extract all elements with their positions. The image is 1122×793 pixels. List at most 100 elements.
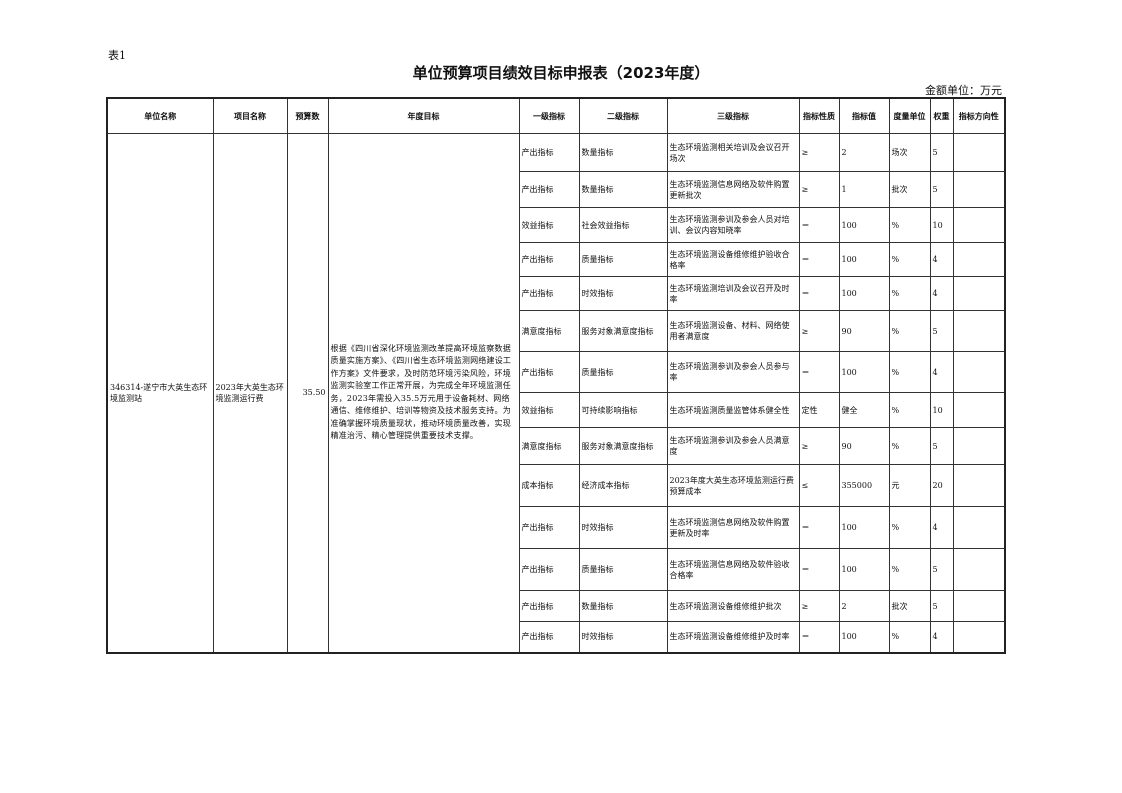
indicator-direction-cell — [952, 506, 1006, 549]
table-row: 产出指标 数量指标 生态环境监测信息网络及软件购置更新批次 ≥1 批次 5 — [107, 171, 1006, 208]
level2-indicator-cell: 质量指标 — [578, 351, 668, 393]
table-number: 表1 — [108, 49, 126, 62]
table-row: 产出指标 时效指标 生态环境监测设备维修维护及时率＝ 100% 4 — [107, 621, 1006, 653]
measure-unit-cell: % — [888, 242, 931, 277]
performance-table: 单位名称 项目名称 预算数 年度目标 一级指标 二级指标 三级指标 指标性质 指标值 度量单位 权重… — [106, 97, 1006, 654]
measure-unit-cell: % — [888, 548, 931, 591]
indicator-nature-cell: ＝ — [798, 548, 840, 591]
table-row: 346314-遂宁市大英生态环境监测站 2023年大英生态环境监测运行费 35.50… — [106, 133, 1006, 653]
level1-indicator-cell: 产出指标 — [518, 506, 580, 549]
indicator-direction-cell — [952, 590, 1006, 622]
level2-indicator-cell: 数量指标 — [578, 590, 668, 622]
indicator-value-cell: 90 — [838, 427, 890, 465]
level2-indicator-cell: 社会效益指标 — [578, 207, 668, 243]
table-row: 产出指标 时效指标 生态环境监测信息网络及软件购置更新及时率＝ 100% 4 — [107, 506, 1006, 549]
weight-cell: 5 — [929, 590, 954, 622]
indicator-nature-cell: ≥ — [798, 310, 840, 352]
table-row: 效益指标 社会效益指标 生态环境监测参训及参会人员对培训、会议内容知晓率＝ 100% 1… — [107, 207, 1006, 243]
indicator-nature-cell: ≤ — [798, 464, 840, 507]
indicator-direction-cell — [952, 171, 1006, 208]
level1-indicator-cell: 产出指标 — [518, 171, 580, 208]
level3-indicator-cell: 生态环境监测参训及参会人员对培训、会议内容知晓率 — [666, 207, 800, 243]
indicator-nature-cell: ＝ — [798, 207, 840, 243]
measure-unit-cell: % — [888, 310, 931, 352]
budget-cell: 35.50 — [286, 133, 329, 653]
measure-unit-cell: % — [888, 621, 931, 653]
unit-name-cell: 346314-遂宁市大英生态环境监测站 — [106, 133, 214, 653]
level2-indicator-cell: 时效指标 — [578, 276, 668, 311]
level1-indicator-cell: 产出指标 — [518, 621, 580, 653]
measure-unit-cell: 批次 — [888, 171, 931, 208]
indicator-value-cell: 100 — [838, 276, 890, 311]
weight-cell: 5 — [929, 548, 954, 591]
weight-cell: 5 — [929, 171, 954, 208]
level3-indicator-cell: 生态环境监测信息网络及软件购置更新批次 — [666, 171, 800, 208]
header-unit-name: 单位名称 — [106, 97, 214, 134]
level1-indicator-cell: 产出指标 — [518, 276, 580, 311]
level2-indicator-cell: 质量指标 — [578, 242, 668, 277]
indicator-value-cell: 100 — [838, 242, 890, 277]
header-measure-unit: 度量单位 — [888, 97, 931, 134]
header-project-name: 项目名称 — [212, 97, 288, 134]
level3-indicator-cell: 2023年度大英生态环境监测运行费预算成本 — [666, 464, 800, 507]
indicator-nature-cell: ＝ — [798, 351, 840, 393]
measure-unit-cell: 元 — [888, 464, 931, 507]
level1-indicator-cell: 满意度指标 — [518, 310, 580, 352]
amount-unit: 金额单位：万元 — [925, 84, 1002, 97]
level2-indicator-cell: 时效指标 — [578, 621, 668, 653]
indicator-nature-cell: ≥ — [798, 427, 840, 465]
indicator-nature-cell: ＝ — [798, 242, 840, 277]
indicator-nature-cell: ＝ — [798, 276, 840, 311]
level3-indicator-cell: 生态环境监测设备维修维护及时率 — [666, 621, 800, 653]
indicator-direction-cell — [952, 392, 1006, 428]
indicator-value-cell: 健全 — [838, 392, 890, 428]
table-row: 效益指标 可持续影响指标 生态环境监测质量监管体系健全性 定性 健全% 10 — [107, 392, 1006, 428]
header-level3-indicator: 三级指标 — [666, 97, 800, 134]
level3-indicator-cell: 生态环境监测信息网络及软件验收合格率 — [666, 548, 800, 591]
table-row: 产出指标 质量指标 生态环境监测信息网络及软件验收合格率＝ 100% 5 — [107, 548, 1006, 591]
indicator-value-cell: 100 — [838, 351, 890, 393]
level1-indicator-cell: 产出指标 — [518, 548, 580, 591]
weight-cell: 10 — [929, 392, 954, 428]
weight-cell: 5 — [929, 310, 954, 352]
indicator-value-cell: 90 — [838, 310, 890, 352]
level2-indicator-cell: 质量指标 — [578, 548, 668, 591]
weight-cell: 4 — [929, 351, 954, 393]
indicator-value-cell: 100 — [838, 207, 890, 243]
header-indicator-value: 指标值 — [838, 97, 890, 134]
level2-indicator-cell: 数量指标 — [578, 133, 668, 172]
level3-indicator-cell: 生态环境监测设备、材料、网络使用者满意度 — [666, 310, 800, 352]
level1-indicator-cell: 产出指标 — [518, 242, 580, 277]
measure-unit-cell: % — [888, 506, 931, 549]
measure-unit-cell: % — [888, 351, 931, 393]
header-weight: 权重 — [929, 97, 954, 134]
indicator-direction-cell — [952, 133, 1006, 172]
indicator-direction-cell — [952, 621, 1006, 653]
level2-indicator-cell: 经济成本指标 — [578, 464, 668, 507]
level1-indicator-cell: 产出指标 — [518, 133, 580, 172]
measure-unit-cell: % — [888, 276, 931, 311]
project-name-cell: 2023年大英生态环境监测运行费 — [212, 133, 288, 653]
indicator-nature-cell: ＝ — [798, 506, 840, 549]
level1-indicator-cell: 效益指标 — [518, 392, 580, 428]
level3-indicator-cell: 生态环境监测信息网络及软件购置更新及时率 — [666, 506, 800, 549]
level3-indicator-cell: 生态环境监测培训及会议召开及时率 — [666, 276, 800, 311]
level1-indicator-cell: 满意度指标 — [518, 427, 580, 465]
level3-indicator-cell: 生态环境监测参训及参会人员满意度 — [666, 427, 800, 465]
table-row: 成本指标 经济成本指标 2023年度大英生态环境监测运行费预算成本 ≤355000 元 2… — [107, 464, 1006, 507]
table-row: 产出指标 质量指标 生态环境监测设备维修维护验收合格率＝ 100% 4 — [107, 242, 1006, 277]
header-annual-goal: 年度目标 — [327, 97, 520, 134]
level2-indicator-cell: 服务对象满意度指标 — [578, 427, 668, 465]
indicator-value-cell: 2 — [838, 590, 890, 622]
level1-indicator-cell: 产出指标 — [518, 590, 580, 622]
level3-indicator-cell: 生态环境监测质量监管体系健全性 — [666, 392, 800, 428]
level3-indicator-cell: 生态环境监测设备维修维护批次 — [666, 590, 800, 622]
level1-indicator-cell: 产出指标 — [518, 351, 580, 393]
indicator-direction-cell — [952, 548, 1006, 591]
page-title: 单位预算项目绩效目标申报表（2023年度） — [412, 64, 710, 82]
header-row: 单位名称 项目名称 预算数 年度目标 一级指标 二级指标 三级指标 指标性质 指标值 度量单位 权重… — [106, 97, 1006, 134]
measure-unit-cell: % — [888, 392, 931, 428]
weight-cell: 10 — [929, 207, 954, 243]
level3-indicator-cell: 生态环境监测相关培训及会议召开场次 — [666, 133, 800, 172]
indicator-nature-cell: ≥ — [798, 590, 840, 622]
